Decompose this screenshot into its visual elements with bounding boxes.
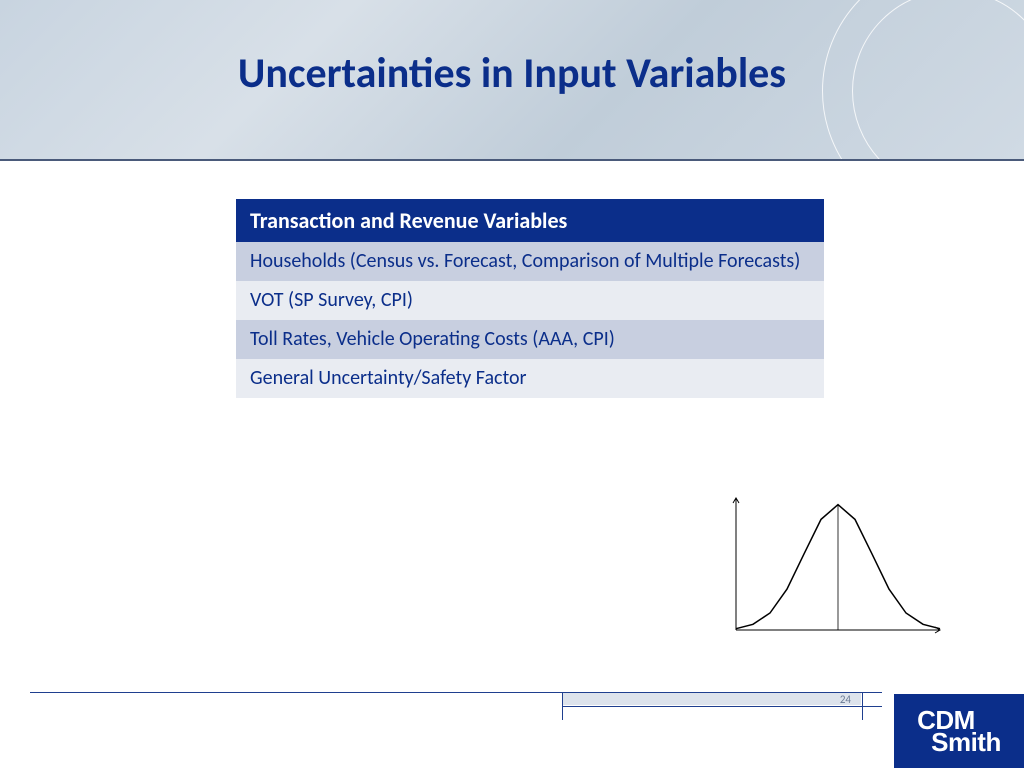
slide-title: Uncertainties in Input Variables: [0, 48, 1024, 99]
variables-table: Transaction and Revenue Variables Househ…: [236, 199, 824, 398]
bell-curve-chart: [718, 488, 948, 648]
footer-bar: 24: [0, 692, 1024, 722]
table-row: General Uncertainty/Safety Factor: [236, 359, 824, 398]
table-row: Toll Rates, Vehicle Operating Costs (AAA…: [236, 320, 824, 359]
table-header: Transaction and Revenue Variables: [236, 199, 824, 242]
page-number-cell: 24: [563, 693, 861, 705]
logo-text: CDM Smith: [917, 709, 1001, 753]
cdm-smith-logo: CDM Smith: [894, 694, 1024, 768]
footer-vline-2: [862, 692, 863, 720]
footer-line-mid: [562, 706, 882, 707]
table-row: VOT (SP Survey, CPI): [236, 281, 824, 320]
header-band: Uncertainties in Input Variables: [0, 0, 1024, 161]
table-row: Households (Census vs. Forecast, Compari…: [236, 242, 824, 281]
page-number: 24: [840, 693, 851, 706]
footer-vline-1: [562, 692, 563, 720]
